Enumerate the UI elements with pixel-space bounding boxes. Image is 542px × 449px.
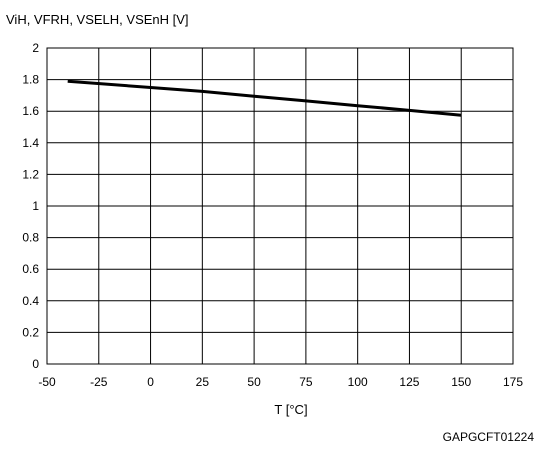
x-tick-label: 0 bbox=[147, 375, 154, 389]
x-tick-label: 150 bbox=[451, 375, 471, 389]
x-tick-labels: -50 -25 0 25 50 75 100 125 150 175 bbox=[38, 375, 523, 389]
y-tick-label: 0 bbox=[32, 357, 39, 371]
x-tick-label: 25 bbox=[196, 375, 210, 389]
y-tick-label: 1.8 bbox=[22, 73, 39, 87]
y-axis-label: ViH, VFRH, VSELH, VSEnH [V] bbox=[6, 12, 189, 27]
y-tick-label: 1.6 bbox=[22, 104, 39, 118]
y-tick-label: 1.4 bbox=[22, 136, 39, 150]
y-tick-label: 0.4 bbox=[22, 294, 39, 308]
x-axis-label: T [°C] bbox=[274, 402, 308, 417]
x-tick-label: -50 bbox=[38, 375, 56, 389]
x-tick-label: 50 bbox=[247, 375, 261, 389]
x-tick-label: -25 bbox=[90, 375, 108, 389]
y-tick-label: 0.2 bbox=[22, 325, 39, 339]
x-tick-label: 100 bbox=[348, 375, 368, 389]
series-line bbox=[67, 79, 462, 117]
x-tick-label: 125 bbox=[399, 375, 419, 389]
x-tick-label: 75 bbox=[299, 375, 313, 389]
y-tick-labels: 0 0.2 0.4 0.6 0.8 1 1.2 1.4 1.6 1.8 2 bbox=[22, 41, 39, 371]
figure-id: GAPGCFT01224 bbox=[442, 430, 534, 444]
y-tick-label: 0.8 bbox=[22, 231, 39, 245]
y-tick-label: 1 bbox=[32, 199, 39, 213]
y-tick-label: 1.2 bbox=[22, 167, 39, 181]
y-tick-label: 0.6 bbox=[22, 262, 39, 276]
x-tick-label: 175 bbox=[503, 375, 523, 389]
y-tick-label: 2 bbox=[32, 41, 39, 55]
